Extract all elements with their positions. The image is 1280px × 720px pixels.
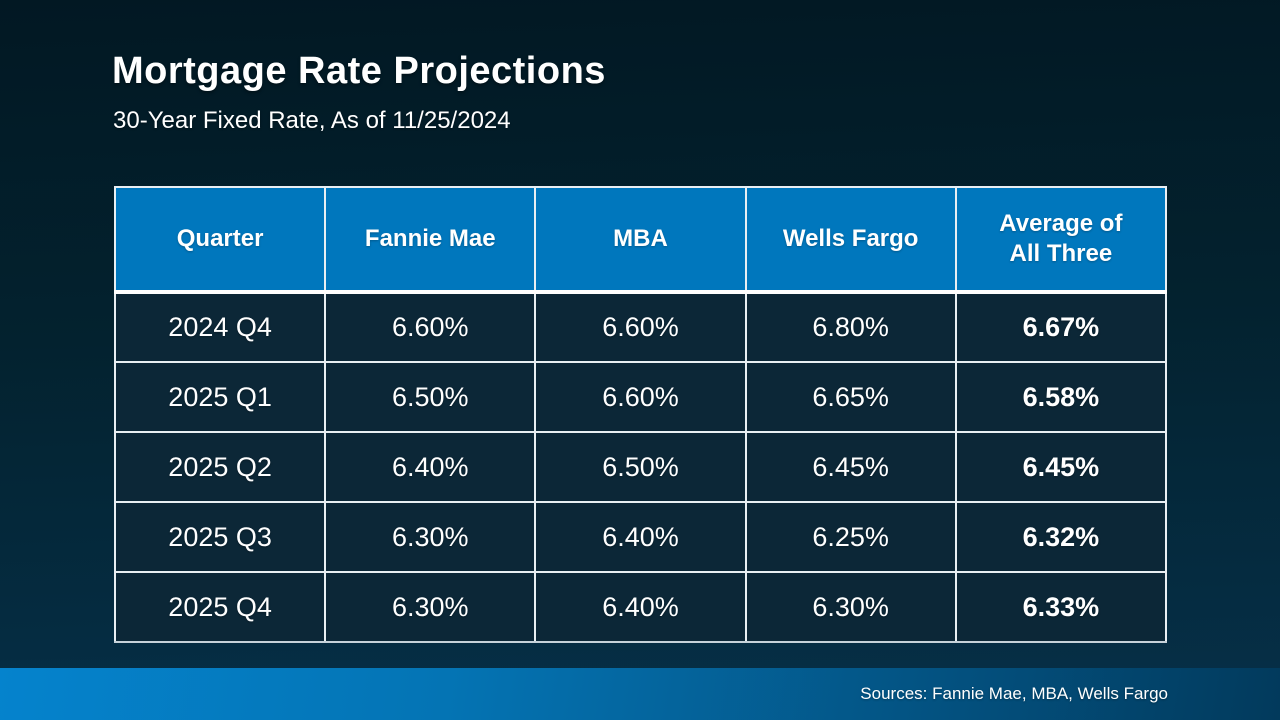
mortgage-rate-table: Quarter Fannie Mae MBA Wells Fargo Avera… [113,186,1168,643]
rate-cell: 6.40% [324,431,537,503]
rate-cell: 6.30% [324,571,537,643]
column-header-fannie-mae: Fannie Mae [324,186,537,294]
table-header-row: Quarter Fannie Mae MBA Wells Fargo Avera… [113,186,1168,294]
quarter-cell: 2025 Q4 [113,571,327,643]
rate-cell: 6.60% [534,291,747,363]
table-row: 2024 Q4 6.60% 6.60% 6.80% 6.67% [113,291,1168,363]
quarter-cell: 2024 Q4 [113,291,327,363]
table-row: 2025 Q3 6.30% 6.40% 6.25% 6.32% [113,501,1168,573]
rate-cell: 6.65% [744,361,957,433]
average-cell: 6.67% [954,291,1168,363]
quarter-cell: 2025 Q1 [113,361,327,433]
table-row: 2025 Q1 6.50% 6.60% 6.65% 6.58% [113,361,1168,433]
column-header-average: Average of All Three [954,186,1168,294]
average-cell: 6.33% [954,571,1168,643]
rate-cell: 6.30% [744,571,957,643]
rate-cell: 6.60% [324,291,537,363]
page-subtitle: 30-Year Fixed Rate, As of 11/25/2024 [113,107,511,134]
page-title: Mortgage Rate Projections [112,50,606,92]
sources-text: Sources: Fannie Mae, MBA, Wells Fargo [860,684,1168,703]
rate-cell: 6.50% [534,431,747,503]
rate-cell: 6.40% [534,571,747,643]
quarter-cell: 2025 Q3 [113,501,327,573]
table-row: 2025 Q2 6.40% 6.50% 6.45% 6.45% [113,431,1168,503]
rate-cell: 6.45% [744,431,957,503]
average-cell: 6.58% [954,361,1168,433]
rate-table-body: 2024 Q4 6.60% 6.60% 6.80% 6.67% 2025 Q1 6.50% 6… [113,291,1168,643]
table-row: 2025 Q4 6.30% 6.40% 6.30% 6.33% [113,571,1168,643]
column-header-mba: MBA [534,186,747,294]
column-header-quarter: Quarter [113,186,327,294]
rate-cell: 6.40% [534,501,747,573]
rate-cell: 6.60% [534,361,747,433]
rate-cell: 6.30% [324,501,537,573]
quarter-cell: 2025 Q2 [113,431,327,503]
rate-cell: 6.80% [744,291,957,363]
average-cell: 6.32% [954,501,1168,573]
average-cell: 6.45% [954,431,1168,503]
column-header-wells-fargo: Wells Fargo [744,186,957,294]
rate-cell: 6.25% [744,501,957,573]
footer-bar: Sources: Fannie Mae, MBA, Wells Fargo [0,668,1280,720]
rate-cell: 6.50% [324,361,537,433]
table-header: Quarter Fannie Mae MBA Wells Fargo Avera… [113,186,1168,294]
